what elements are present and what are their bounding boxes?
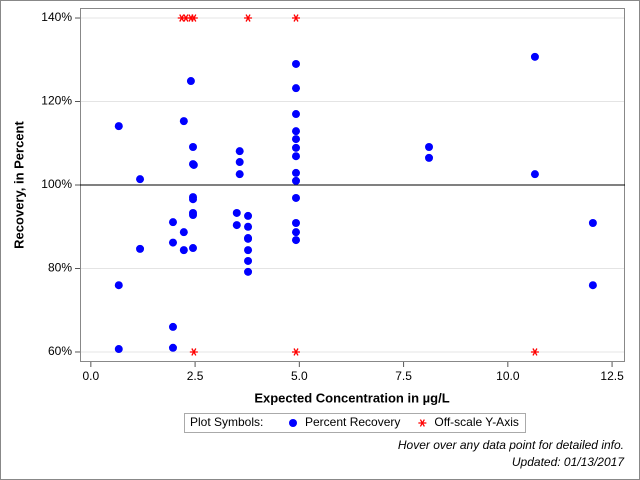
point[interactable]: [291, 135, 300, 144]
footnote: Hover over any data point for detailed i…: [398, 438, 624, 452]
point[interactable]: [291, 84, 300, 93]
point[interactable]: [189, 211, 198, 220]
point[interactable]: [136, 244, 145, 253]
point[interactable]: [291, 168, 300, 177]
point[interactable]: [291, 14, 300, 22]
point[interactable]: [114, 281, 123, 290]
point[interactable]: [232, 208, 241, 217]
legend-label: Off-scale Y-Axis: [434, 415, 518, 429]
point[interactable]: [189, 160, 198, 169]
point[interactable]: [232, 221, 241, 230]
point[interactable]: [136, 175, 145, 184]
point[interactable]: [189, 195, 198, 204]
point[interactable]: [244, 211, 253, 220]
footnote: Updated: 01/13/2017: [512, 455, 625, 469]
point[interactable]: [530, 170, 539, 179]
x-tick-label: 2.5: [187, 369, 204, 383]
point[interactable]: [291, 143, 300, 152]
legend-box: [184, 413, 526, 433]
point[interactable]: [235, 170, 244, 179]
y-tick-label: 100%: [41, 177, 72, 191]
point[interactable]: [114, 122, 123, 131]
x-tick-label: 0.0: [82, 369, 99, 383]
point[interactable]: [588, 281, 597, 290]
y-axis-label: Recovery, in Percent: [11, 121, 26, 249]
point[interactable]: [530, 52, 539, 61]
point[interactable]: [168, 218, 177, 227]
point[interactable]: [179, 117, 188, 126]
point[interactable]: [425, 153, 434, 162]
y-tick-label: 120%: [41, 94, 72, 108]
point[interactable]: [114, 345, 123, 354]
point[interactable]: [244, 222, 253, 231]
point[interactable]: [588, 218, 597, 227]
point[interactable]: [244, 234, 253, 243]
point[interactable]: [291, 228, 300, 237]
x-tick-label: 10.0: [496, 369, 520, 383]
point[interactable]: [179, 228, 188, 237]
point[interactable]: [291, 176, 300, 185]
y-tick-label: 60%: [48, 344, 72, 358]
point[interactable]: [291, 152, 300, 161]
x-tick-label: 5.0: [291, 369, 308, 383]
x-tick-label: 7.5: [395, 369, 412, 383]
point[interactable]: [291, 59, 300, 68]
legend-marker: [289, 419, 297, 427]
point[interactable]: [235, 158, 244, 167]
point[interactable]: [244, 14, 253, 22]
point[interactable]: [530, 348, 539, 356]
point[interactable]: [189, 14, 198, 22]
point[interactable]: [235, 147, 244, 156]
point[interactable]: [244, 267, 253, 276]
legend-title: Plot Symbols:: [190, 415, 263, 429]
point[interactable]: [189, 244, 198, 253]
point[interactable]: [291, 348, 300, 356]
x-tick-label: 12.5: [600, 369, 624, 383]
point[interactable]: [189, 143, 198, 152]
point[interactable]: [168, 343, 177, 352]
point[interactable]: [291, 236, 300, 245]
y-tick-label: 140%: [41, 10, 72, 24]
point[interactable]: [186, 77, 195, 86]
point[interactable]: [168, 322, 177, 331]
legend-label: Percent Recovery: [305, 415, 400, 429]
x-axis-label: Expected Concentration in µg/L: [254, 390, 449, 405]
point[interactable]: [291, 110, 300, 119]
point[interactable]: [244, 246, 253, 255]
point[interactable]: [179, 246, 188, 255]
point[interactable]: [291, 218, 300, 227]
point[interactable]: [189, 348, 198, 356]
point[interactable]: [291, 127, 300, 136]
point[interactable]: [425, 143, 434, 152]
legend-marker: [418, 419, 427, 427]
point[interactable]: [244, 256, 253, 265]
point[interactable]: [291, 193, 300, 202]
point[interactable]: [168, 238, 177, 247]
y-tick-label: 80%: [48, 261, 72, 275]
